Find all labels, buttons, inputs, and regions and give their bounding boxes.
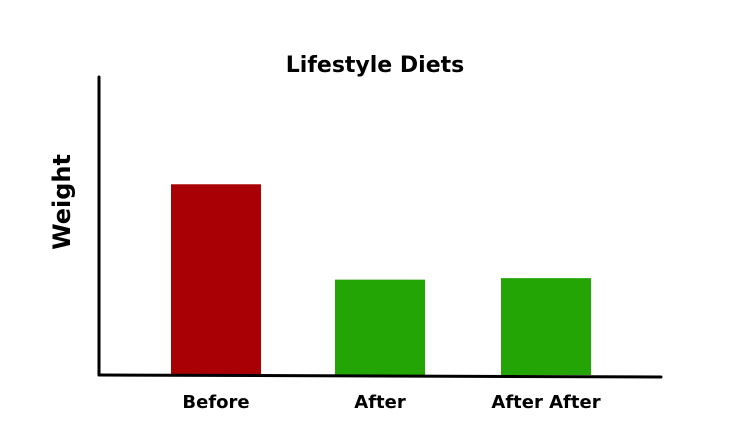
y-axis-label: Weight bbox=[48, 154, 76, 250]
bars-group bbox=[171, 184, 591, 375]
bar-before bbox=[171, 184, 261, 375]
x-tick-label-before: Before bbox=[182, 392, 249, 413]
chart-title: Lifestyle Diets bbox=[286, 53, 464, 78]
bar-after-after bbox=[501, 278, 591, 375]
x-tick-labels: Before After After After bbox=[182, 392, 600, 413]
x-tick-label-after-after: After After bbox=[491, 392, 600, 413]
x-tick-label-after: After bbox=[354, 392, 406, 413]
x-axis-line bbox=[97, 373, 663, 379]
bar-after bbox=[335, 279, 425, 375]
